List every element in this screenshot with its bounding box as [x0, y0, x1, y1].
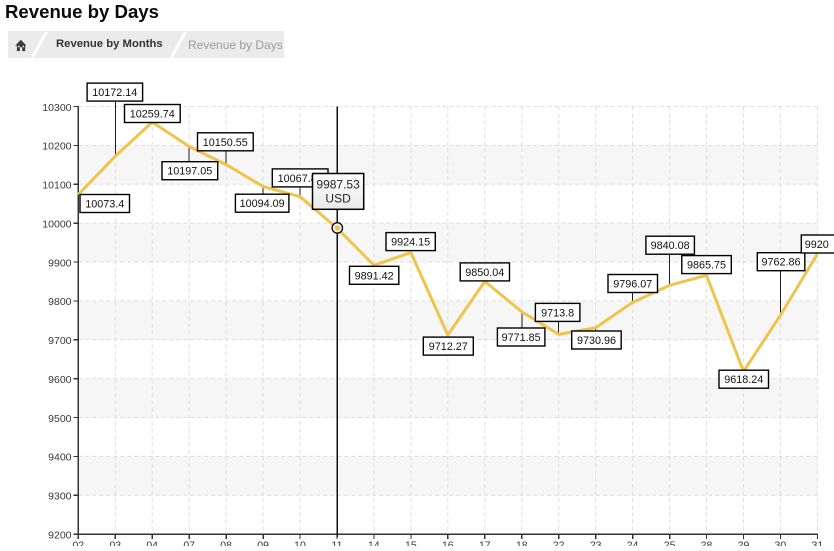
svg-text:10073.4: 10073.4 — [85, 199, 124, 211]
svg-text:08: 08 — [220, 540, 232, 547]
svg-text:22: 22 — [553, 540, 565, 547]
svg-text:9771.85: 9771.85 — [502, 332, 541, 344]
svg-text:9500: 9500 — [48, 413, 72, 425]
svg-text:11: 11 — [332, 540, 343, 547]
svg-text:9796.07: 9796.07 — [613, 279, 652, 291]
svg-text:07: 07 — [183, 540, 195, 547]
svg-text:9900: 9900 — [48, 257, 72, 269]
svg-text:9712.27: 9712.27 — [429, 341, 468, 353]
svg-text:17: 17 — [479, 540, 491, 547]
svg-text:02: 02 — [72, 540, 84, 547]
svg-text:10067.86: 10067.86 — [278, 173, 323, 185]
svg-text:9600: 9600 — [48, 374, 72, 386]
svg-text:09: 09 — [257, 540, 269, 547]
svg-text:9713.8: 9713.8 — [541, 307, 574, 319]
svg-text:9400: 9400 — [48, 452, 72, 464]
svg-text:10094.09: 10094.09 — [240, 198, 285, 210]
svg-text:USD: USD — [325, 191, 351, 205]
svg-text:24: 24 — [627, 540, 639, 547]
svg-text:10300: 10300 — [42, 102, 71, 114]
svg-text:10000: 10000 — [42, 218, 71, 230]
svg-text:10: 10 — [294, 540, 306, 547]
svg-text:28: 28 — [701, 540, 713, 547]
svg-text:14: 14 — [368, 540, 380, 547]
svg-text:04: 04 — [146, 540, 158, 547]
svg-text:10150.55: 10150.55 — [203, 137, 248, 149]
svg-text:15: 15 — [405, 540, 417, 547]
svg-text:9987.53: 9987.53 — [316, 177, 360, 191]
svg-text:25: 25 — [664, 540, 676, 547]
svg-text:30: 30 — [775, 540, 787, 547]
svg-text:31: 31 — [812, 540, 824, 547]
svg-text:9924.15: 9924.15 — [391, 237, 430, 249]
svg-text:10197.05: 10197.05 — [167, 166, 212, 178]
svg-text:9730.96: 9730.96 — [577, 335, 616, 347]
svg-text:9865.75: 9865.75 — [687, 260, 726, 272]
svg-text:9700: 9700 — [48, 335, 72, 347]
svg-text:9850.04: 9850.04 — [465, 267, 504, 279]
svg-text:18: 18 — [516, 540, 528, 547]
svg-text:16: 16 — [442, 540, 454, 547]
svg-text:9920: 9920 — [805, 239, 829, 251]
svg-text:29: 29 — [738, 540, 750, 547]
svg-text:10200: 10200 — [42, 141, 71, 153]
svg-text:9200: 9200 — [48, 529, 72, 541]
svg-text:10172.14: 10172.14 — [92, 87, 137, 99]
svg-text:9618.24: 9618.24 — [724, 374, 763, 386]
svg-text:9800: 9800 — [48, 296, 72, 308]
svg-text:03: 03 — [109, 540, 121, 547]
svg-text:9891.42: 9891.42 — [355, 270, 394, 282]
svg-text:10259.74: 10259.74 — [130, 109, 175, 121]
svg-text:9762.86: 9762.86 — [761, 257, 800, 269]
svg-text:9840.08: 9840.08 — [651, 240, 690, 252]
svg-text:9300: 9300 — [48, 491, 72, 503]
svg-text:23: 23 — [590, 540, 602, 547]
svg-text:10100: 10100 — [42, 180, 71, 192]
